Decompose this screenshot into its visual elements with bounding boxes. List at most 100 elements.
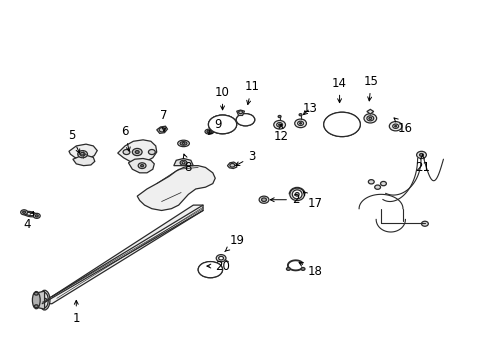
Circle shape (273, 121, 285, 129)
Text: 5: 5 (67, 129, 80, 153)
Text: 6: 6 (121, 125, 130, 151)
Circle shape (34, 305, 38, 308)
Text: 13: 13 (302, 102, 317, 115)
Circle shape (80, 152, 85, 156)
Circle shape (148, 149, 155, 154)
Circle shape (182, 162, 184, 164)
Ellipse shape (23, 211, 37, 217)
Circle shape (301, 267, 305, 270)
Circle shape (368, 117, 371, 120)
Polygon shape (157, 126, 167, 134)
Polygon shape (42, 205, 203, 304)
Ellipse shape (219, 122, 226, 127)
Circle shape (278, 124, 280, 126)
Circle shape (259, 196, 268, 203)
Circle shape (388, 122, 401, 131)
Ellipse shape (329, 117, 353, 132)
Text: 10: 10 (215, 86, 229, 110)
Circle shape (299, 114, 302, 116)
Ellipse shape (239, 116, 251, 124)
Circle shape (138, 163, 146, 168)
Text: 9: 9 (208, 118, 221, 134)
Ellipse shape (323, 112, 360, 136)
Circle shape (34, 292, 38, 295)
Text: 11: 11 (244, 80, 259, 104)
Ellipse shape (295, 193, 299, 196)
Polygon shape (73, 156, 95, 166)
Text: 14: 14 (331, 77, 346, 103)
Ellipse shape (236, 114, 254, 126)
Ellipse shape (206, 130, 211, 133)
Ellipse shape (243, 118, 247, 121)
Circle shape (216, 255, 225, 262)
Ellipse shape (198, 262, 222, 278)
Polygon shape (118, 140, 157, 163)
Text: 2: 2 (270, 193, 299, 206)
Circle shape (299, 123, 301, 124)
Ellipse shape (289, 188, 304, 201)
Text: 1: 1 (72, 300, 80, 325)
Circle shape (22, 211, 25, 213)
Circle shape (276, 123, 282, 127)
Circle shape (20, 210, 27, 215)
Circle shape (392, 124, 398, 129)
Circle shape (78, 150, 87, 158)
Ellipse shape (208, 115, 236, 134)
Text: 16: 16 (393, 118, 412, 135)
Polygon shape (236, 110, 244, 116)
Circle shape (363, 114, 376, 123)
Circle shape (338, 122, 344, 127)
Polygon shape (137, 166, 215, 211)
Circle shape (135, 150, 139, 153)
Circle shape (132, 148, 142, 156)
Circle shape (278, 116, 281, 118)
Ellipse shape (323, 112, 360, 136)
Circle shape (238, 111, 242, 114)
Polygon shape (366, 109, 373, 114)
Polygon shape (173, 158, 193, 166)
Ellipse shape (205, 266, 215, 273)
Polygon shape (36, 291, 44, 309)
Circle shape (261, 198, 266, 202)
Polygon shape (128, 158, 154, 173)
Ellipse shape (180, 141, 186, 145)
Circle shape (220, 123, 224, 126)
Ellipse shape (332, 119, 350, 130)
Ellipse shape (32, 292, 40, 309)
Circle shape (286, 267, 290, 270)
Text: 8: 8 (183, 154, 192, 174)
Circle shape (180, 160, 186, 165)
Circle shape (159, 128, 164, 132)
Text: 7: 7 (160, 109, 167, 131)
Text: 12: 12 (273, 125, 288, 144)
Text: 19: 19 (224, 234, 244, 252)
Circle shape (367, 180, 373, 184)
Circle shape (421, 221, 427, 226)
Polygon shape (227, 162, 236, 168)
Ellipse shape (336, 121, 346, 128)
Circle shape (294, 119, 306, 128)
Circle shape (394, 126, 396, 127)
Ellipse shape (177, 140, 189, 147)
Circle shape (42, 298, 47, 302)
Ellipse shape (201, 264, 219, 275)
Circle shape (366, 116, 373, 121)
Polygon shape (69, 144, 97, 159)
Circle shape (33, 213, 40, 219)
Ellipse shape (182, 143, 184, 144)
Ellipse shape (204, 129, 213, 134)
Ellipse shape (292, 190, 302, 199)
Circle shape (141, 165, 143, 167)
Circle shape (297, 121, 303, 126)
Circle shape (380, 181, 386, 186)
Ellipse shape (39, 290, 50, 310)
Text: 18: 18 (299, 262, 322, 278)
Circle shape (207, 131, 210, 133)
Circle shape (218, 256, 223, 260)
Ellipse shape (208, 115, 236, 134)
Text: 17: 17 (303, 192, 322, 210)
Circle shape (419, 153, 423, 156)
Text: 20: 20 (206, 260, 229, 273)
Ellipse shape (41, 293, 48, 308)
Text: 15: 15 (363, 75, 378, 101)
